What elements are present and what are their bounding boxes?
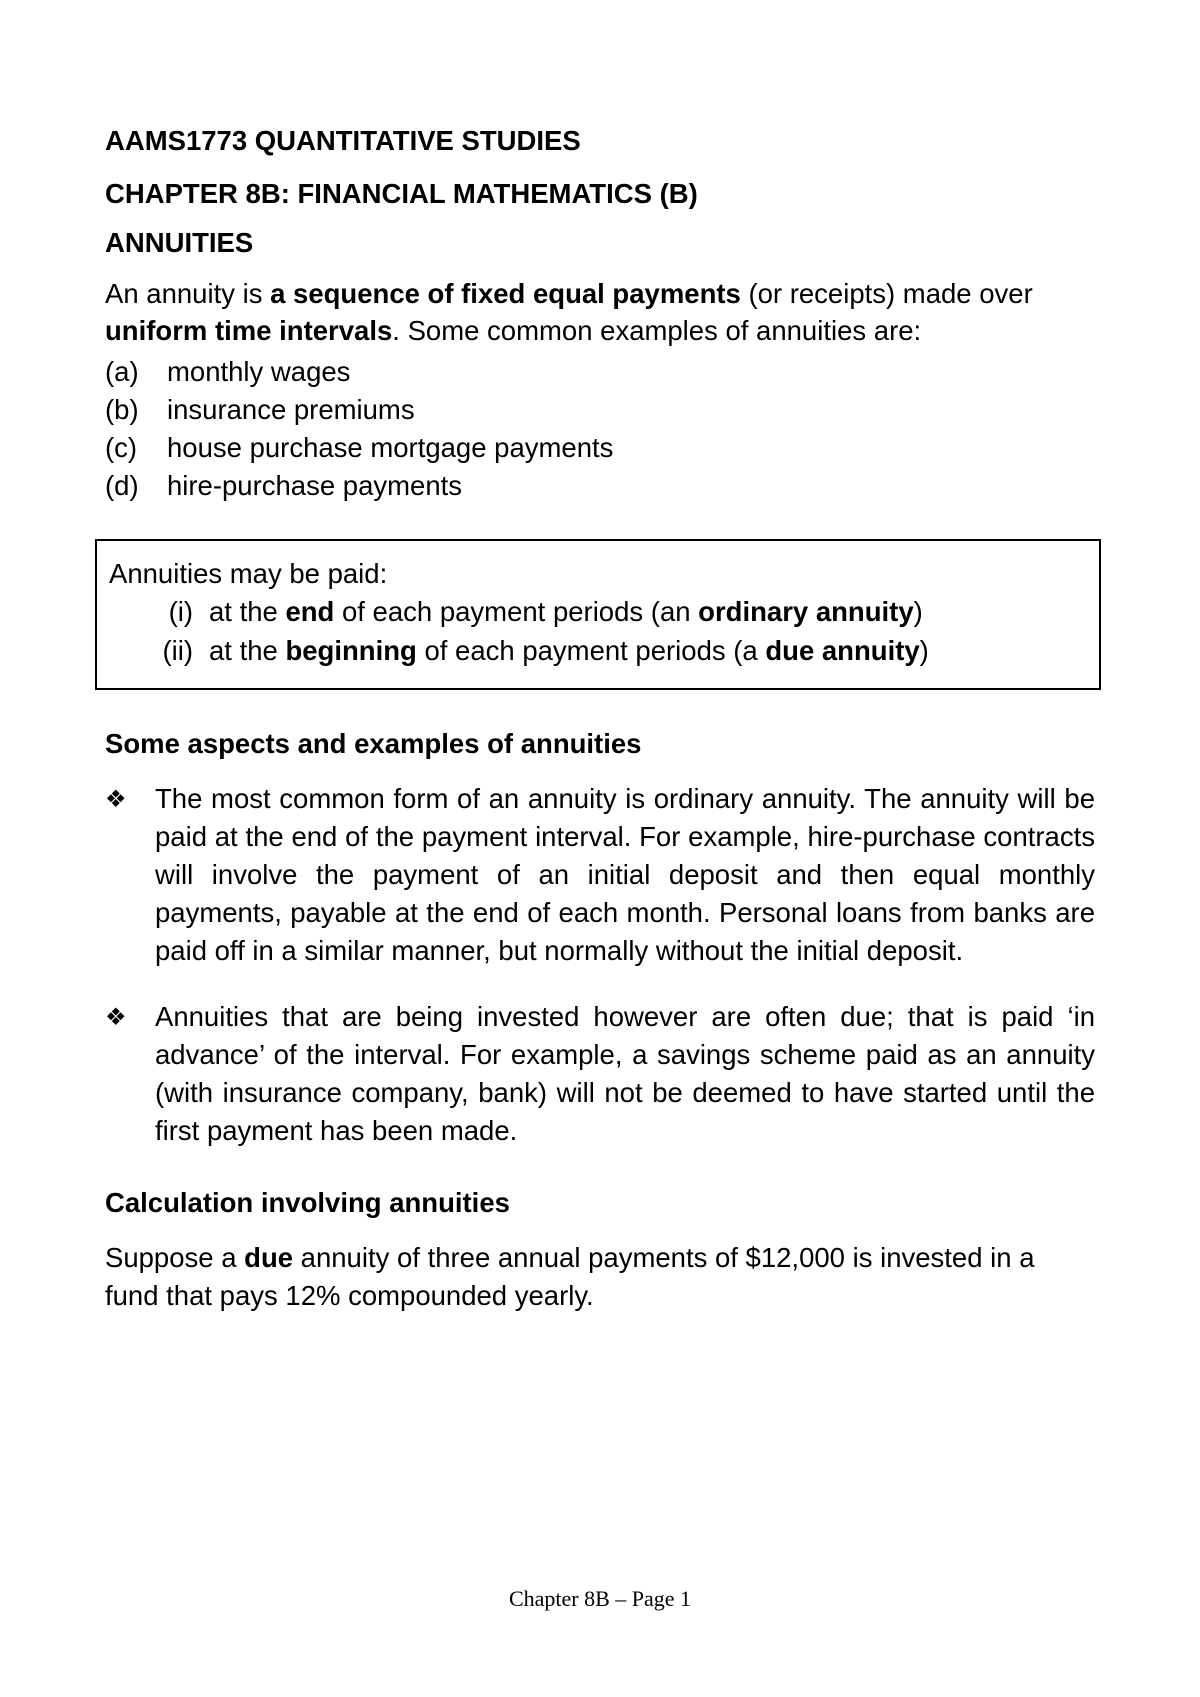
list-marker: (c)	[105, 429, 167, 467]
intro-bold1: a sequence of fixed equal payments	[270, 278, 741, 309]
list-item: (b) insurance premiums	[105, 391, 1095, 429]
list-text: monthly wages	[167, 353, 1095, 391]
annuity-types-box: Annuities may be paid: (i) at the end of…	[95, 539, 1101, 691]
box-item-bold2: ordinary annuity	[698, 596, 913, 627]
box-item-prefix: at the	[209, 596, 285, 627]
box-item-suffix: )	[920, 635, 929, 666]
list-text: hire-purchase payments	[167, 467, 1095, 505]
course-code: AAMS1773 QUANTITATIVE STUDIES	[105, 120, 1095, 161]
calc-bold: due	[244, 1242, 293, 1273]
examples-list: (a) monthly wages (b) insurance premiums…	[105, 353, 1095, 505]
intro-bold2: uniform time intervals	[105, 315, 392, 346]
list-item: (a) monthly wages	[105, 353, 1095, 391]
list-text: insurance premiums	[167, 391, 1095, 429]
box-list-text: at the beginning of each payment periods…	[193, 632, 1081, 671]
box-item-mid: of each payment periods (an	[334, 596, 698, 627]
calc-prefix: Suppose a	[105, 1242, 244, 1273]
chapter-title: CHAPTER 8B: FINANCIAL MATHEMATICS (B)	[105, 173, 1095, 214]
diamond-bullet-icon: ❖	[105, 780, 155, 970]
diamond-bullet-icon: ❖	[105, 998, 155, 1150]
list-text: house purchase mortgage payments	[167, 429, 1095, 467]
intro-paragraph: An annuity is a sequence of fixed equal …	[105, 275, 1095, 349]
box-item-suffix: )	[914, 596, 923, 627]
list-item: (d) hire-purchase payments	[105, 467, 1095, 505]
list-marker: (a)	[105, 353, 167, 391]
box-item-bold2: due annuity	[765, 635, 919, 666]
box-item-bold1: end	[285, 596, 334, 627]
intro-mid1: (or receipts) made over	[741, 278, 1033, 309]
intro-prefix: An annuity is	[105, 278, 270, 309]
box-item-bold1: beginning	[285, 635, 416, 666]
box-lead: Annuities may be paid:	[109, 555, 1081, 594]
list-marker: (d)	[105, 467, 167, 505]
list-marker: (b)	[105, 391, 167, 429]
box-list-item: (i) at the end of each payment periods (…	[109, 593, 1081, 632]
intro-suffix: . Some common examples of annuities are:	[392, 315, 921, 346]
box-list-item: (ii) at the beginning of each payment pe…	[109, 632, 1081, 671]
list-item: (c) house purchase mortgage payments	[105, 429, 1095, 467]
box-list-marker: (ii)	[147, 632, 193, 671]
box-list-marker: (i)	[147, 593, 193, 632]
bullet-item: ❖ The most common form of an annuity is …	[105, 780, 1095, 970]
aspects-heading: Some aspects and examples of annuities	[105, 728, 1095, 760]
calculation-heading: Calculation involving annuities	[105, 1187, 1095, 1219]
box-item-prefix: at the	[209, 635, 285, 666]
box-item-mid: of each payment periods (a	[417, 635, 766, 666]
bullet-text: The most common form of an annuity is or…	[155, 780, 1095, 970]
calculation-paragraph: Suppose a due annuity of three annual pa…	[105, 1239, 1095, 1315]
topic-title: ANNUITIES	[105, 227, 1095, 259]
page-footer: Chapter 8B – Page 1	[0, 1586, 1200, 1612]
box-list-text: at the end of each payment periods (an o…	[193, 593, 1081, 632]
bullet-item: ❖ Annuities that are being invested howe…	[105, 998, 1095, 1150]
bullet-text: Annuities that are being invested howeve…	[155, 998, 1095, 1150]
